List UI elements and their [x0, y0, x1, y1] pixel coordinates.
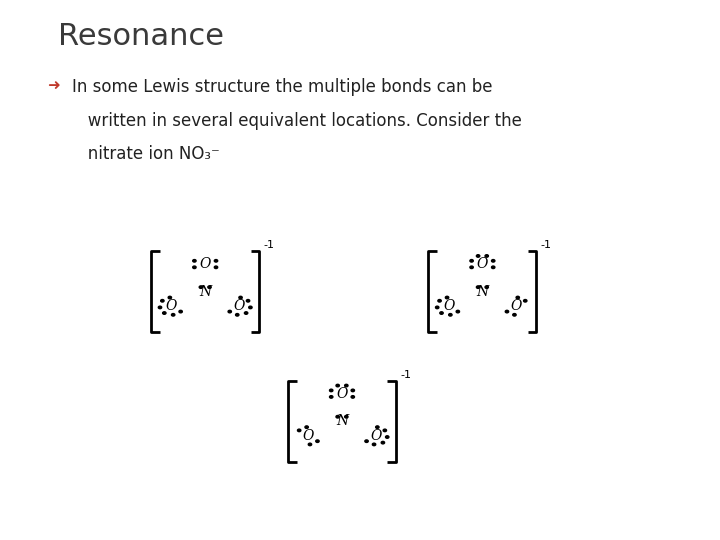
Circle shape — [381, 441, 384, 444]
Circle shape — [505, 310, 508, 313]
Circle shape — [376, 426, 379, 428]
Circle shape — [436, 306, 439, 309]
Circle shape — [228, 310, 231, 313]
Circle shape — [193, 260, 196, 262]
Circle shape — [336, 384, 339, 387]
Circle shape — [246, 300, 250, 302]
Circle shape — [516, 296, 519, 299]
Text: O: O — [510, 299, 522, 313]
Circle shape — [316, 440, 319, 442]
Circle shape — [239, 296, 242, 299]
Circle shape — [235, 314, 239, 316]
Circle shape — [477, 255, 480, 257]
Circle shape — [297, 429, 301, 431]
Circle shape — [485, 255, 488, 257]
Text: N: N — [477, 285, 488, 299]
Text: nitrate ion NO₃⁻: nitrate ion NO₃⁻ — [72, 145, 220, 163]
Circle shape — [168, 296, 171, 299]
Text: O: O — [370, 429, 382, 443]
Circle shape — [456, 310, 459, 313]
Circle shape — [199, 286, 202, 288]
Circle shape — [215, 260, 217, 262]
Text: N: N — [199, 285, 211, 299]
Circle shape — [383, 429, 387, 431]
Circle shape — [345, 415, 348, 418]
Text: O: O — [233, 299, 245, 313]
Circle shape — [513, 314, 516, 316]
Text: In some Lewis structure the multiple bonds can be: In some Lewis structure the multiple bon… — [72, 78, 492, 96]
Text: -1: -1 — [400, 369, 411, 380]
Circle shape — [305, 426, 308, 428]
Text: N: N — [336, 414, 348, 428]
Text: ➜: ➜ — [47, 78, 60, 93]
Circle shape — [470, 260, 473, 262]
Circle shape — [330, 389, 333, 392]
Text: -1: -1 — [264, 240, 274, 250]
Text: written in several equivalent locations. Consider the: written in several equivalent locations.… — [72, 112, 522, 130]
Text: O: O — [477, 257, 488, 271]
Circle shape — [492, 266, 495, 268]
Circle shape — [446, 296, 449, 299]
Circle shape — [193, 266, 196, 268]
Circle shape — [385, 436, 389, 438]
Text: -1: -1 — [541, 240, 552, 250]
Circle shape — [485, 286, 488, 288]
Circle shape — [449, 314, 452, 316]
Circle shape — [248, 306, 252, 309]
Circle shape — [523, 300, 527, 302]
Circle shape — [336, 415, 339, 418]
Circle shape — [372, 443, 376, 446]
Text: O: O — [199, 257, 211, 271]
Text: O: O — [336, 387, 348, 401]
Circle shape — [158, 306, 162, 309]
Circle shape — [365, 440, 368, 442]
Circle shape — [492, 260, 495, 262]
Circle shape — [163, 312, 166, 314]
Circle shape — [330, 396, 333, 398]
Circle shape — [308, 443, 312, 446]
Text: Resonance: Resonance — [58, 22, 224, 51]
Circle shape — [470, 266, 473, 268]
Circle shape — [440, 312, 444, 314]
Text: O: O — [302, 429, 314, 443]
Text: O: O — [443, 299, 454, 313]
Circle shape — [351, 396, 354, 398]
Circle shape — [438, 300, 441, 302]
Text: O: O — [166, 299, 177, 313]
Circle shape — [215, 266, 217, 268]
Circle shape — [161, 300, 164, 302]
Circle shape — [244, 312, 248, 314]
Circle shape — [477, 286, 480, 288]
Circle shape — [351, 389, 354, 392]
Circle shape — [171, 314, 175, 316]
Circle shape — [208, 286, 211, 288]
Circle shape — [179, 310, 182, 313]
Circle shape — [345, 384, 348, 387]
